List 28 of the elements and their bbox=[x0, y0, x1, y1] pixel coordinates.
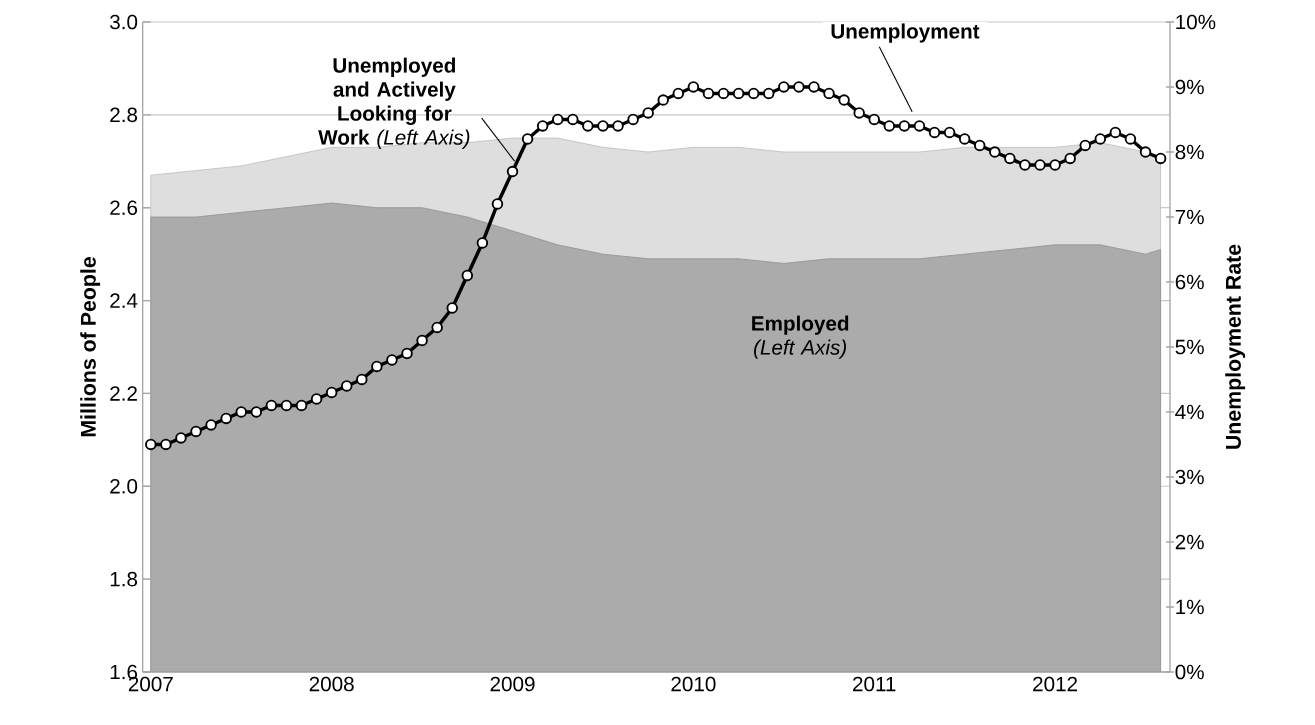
y2-tick-label: 6% bbox=[1175, 274, 1204, 290]
series-label: Unemployed and Actively Looking for Work (Left Axis) bbox=[318, 57, 470, 149]
y2-tick-label: 2% bbox=[1175, 534, 1204, 550]
y-tick-label: 1.8 bbox=[110, 571, 138, 587]
y-tick-label: 2.2 bbox=[110, 386, 137, 401]
y2-tick-label: 4% bbox=[1175, 404, 1204, 420]
x-tick-label: 2008 bbox=[309, 676, 354, 692]
y2-tick-label: 3% bbox=[1175, 469, 1204, 485]
y-axis-title: Millions of People bbox=[80, 257, 101, 437]
y2-tick-label: 9% bbox=[1175, 79, 1204, 95]
y-tick-label: 2.6 bbox=[110, 200, 138, 216]
x-tick-label: 2010 bbox=[671, 676, 716, 692]
y2-axis-title: Unemployment Rate bbox=[1225, 244, 1246, 449]
x-tick-label: 2012 bbox=[1033, 676, 1078, 692]
series-label: Employed (Left Axis) bbox=[752, 315, 849, 359]
y2-tick-label: 5% bbox=[1175, 339, 1204, 355]
y2-tick-label: 1% bbox=[1176, 599, 1204, 615]
y2-tick-label: 0% bbox=[1175, 664, 1204, 680]
y-tick-label: 2.8 bbox=[110, 107, 138, 123]
y2-tick-label: 10% bbox=[1176, 14, 1216, 30]
y-tick-label: 2.4 bbox=[110, 293, 138, 308]
y-tick-label: 2.0 bbox=[110, 478, 138, 494]
y2-tick-label: 8% bbox=[1175, 144, 1204, 160]
y2-tick-label: 7% bbox=[1175, 209, 1204, 225]
x-tick-label: 2011 bbox=[853, 676, 896, 692]
y-tick-label: 3.0 bbox=[110, 14, 138, 30]
x-tick-label: 2009 bbox=[490, 676, 535, 692]
text: Unemployment bbox=[831, 23, 980, 43]
